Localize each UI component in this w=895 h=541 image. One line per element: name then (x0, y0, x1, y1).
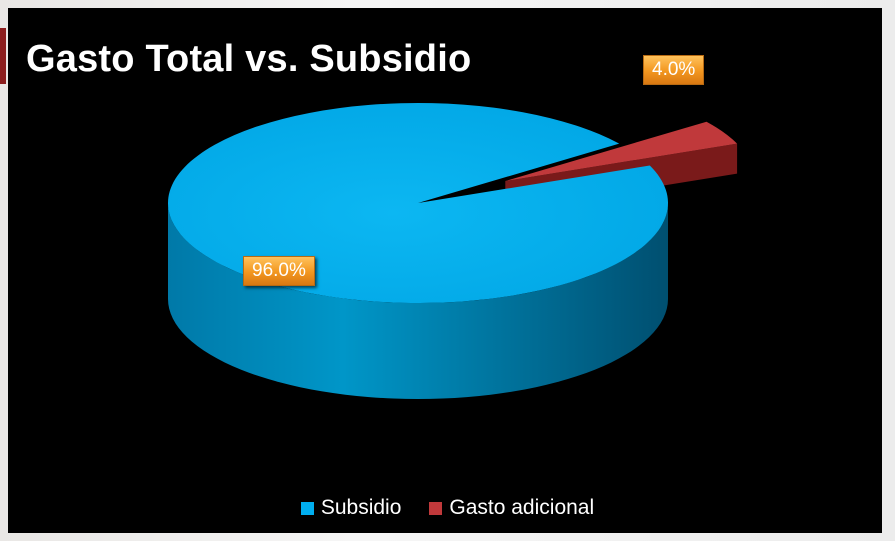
data-label-gasto-adicional: 4.0% (643, 55, 705, 85)
pie-side-subsidio (168, 203, 668, 399)
pie-slice-subsidio (168, 103, 669, 399)
legend-swatch-subsidio (300, 501, 314, 515)
slide-accent-bar (0, 28, 6, 84)
chart-legend: Subsidio Gasto adicional (0, 496, 895, 520)
legend-swatch-gasto-adicional (429, 501, 443, 515)
chart-title: Gasto Total vs. Subsidio (26, 38, 472, 80)
legend-label-gasto-adicional: Gasto adicional (449, 496, 595, 519)
legend-item-gasto-adicional: Gasto adicional (429, 496, 594, 520)
data-label-subsidio: 96.0% (243, 256, 315, 286)
legend-label-subsidio: Subsidio (320, 496, 402, 519)
pie-top-subsidio (168, 103, 669, 304)
pie-top-gasto-adicional (505, 121, 738, 182)
legend-item-subsidio: Subsidio (300, 496, 402, 520)
